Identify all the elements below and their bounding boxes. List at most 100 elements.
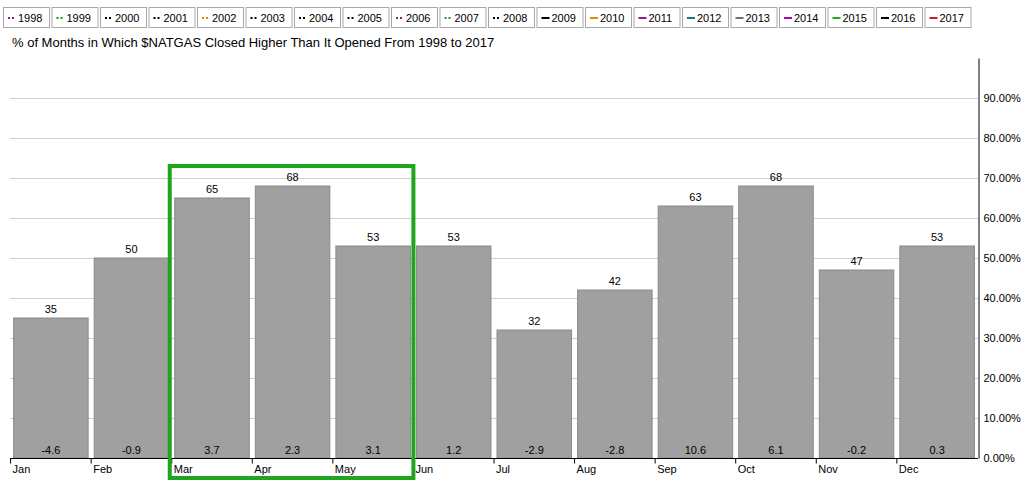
- legend-box: [925, 8, 971, 28]
- y-axis: 0.00% 10.00% 20.00% 30.00% 40.00% 50.00% 60.00…: [979, 59, 1022, 465]
- legend-box: [392, 8, 438, 28]
- avg-change-label: -2.8: [605, 444, 624, 456]
- legend-box: [246, 8, 292, 28]
- bar: [658, 206, 733, 458]
- bar: [94, 258, 169, 458]
- legend-item: 2012: [683, 8, 729, 28]
- data-label: 53: [367, 231, 379, 243]
- bar: [14, 318, 89, 458]
- x-tick: Dec: [897, 459, 919, 476]
- legend-item: 2015: [828, 8, 874, 28]
- x-tick-mark: [816, 459, 817, 464]
- y-tick: 20.00%: [979, 372, 1022, 384]
- legend-item: 2016: [877, 8, 923, 28]
- x-tick-label: Aug: [577, 463, 597, 475]
- x-tick-label: Mar: [174, 463, 193, 475]
- y-tick: 60.00%: [979, 212, 1022, 224]
- grid-line: [10, 98, 978, 99]
- legend-label: 2010: [600, 12, 624, 24]
- y-tick: 50.00%: [979, 252, 1022, 264]
- data-label: 32: [528, 315, 540, 327]
- data-label: 47: [850, 255, 862, 267]
- x-tick: May: [333, 459, 356, 476]
- bar: [416, 246, 491, 458]
- legend-item: 2009: [537, 8, 583, 28]
- legend-label: 1999: [67, 12, 91, 24]
- legend-swatch: [639, 17, 647, 19]
- legend-label: 2008: [503, 12, 527, 24]
- legend-box: [828, 8, 874, 28]
- x-tick-mark: [252, 459, 253, 464]
- x-tick: Apr: [252, 459, 271, 476]
- legend-swatch: [299, 17, 307, 19]
- y-tick-label: 30.00%: [984, 332, 1022, 344]
- legend-label: 2006: [406, 12, 430, 24]
- x-tick: Feb: [91, 459, 112, 476]
- legend-swatch: [348, 17, 356, 19]
- grid-line: [10, 218, 978, 219]
- x-tick: Jan: [11, 459, 31, 476]
- x-axis: JanFebMarAprMayJunJulAugSepOctNovDec: [10, 459, 978, 476]
- legend-box: [149, 8, 195, 28]
- data-label: 42: [609, 275, 621, 287]
- data-label: 35: [45, 303, 57, 315]
- avg-change-label: 3.1: [365, 444, 380, 456]
- legend-item: 2005: [343, 8, 389, 28]
- y-tick: 30.00%: [979, 332, 1022, 344]
- legend-label: 2007: [455, 12, 479, 24]
- x-tick-mark: [896, 459, 897, 464]
- x-tick-label: Dec: [899, 463, 919, 475]
- x-tick: Jun: [413, 459, 433, 476]
- y-tick: 80.00%: [979, 132, 1022, 144]
- legend-swatch: [202, 17, 210, 19]
- avg-change-label: 10.6: [685, 444, 706, 456]
- legend-label: 2004: [309, 12, 333, 24]
- avg-change-label: 0.3: [929, 444, 944, 456]
- data-label: 53: [931, 231, 943, 243]
- y-tick-label: 80.00%: [984, 132, 1022, 144]
- data-label: 63: [689, 191, 701, 203]
- y-tick-label: 40.00%: [984, 292, 1022, 304]
- x-tick-label: Sep: [657, 463, 677, 475]
- legend-item: 2014: [780, 8, 826, 28]
- legend-swatch: [736, 17, 744, 19]
- y-tick: 0.00%: [979, 452, 1015, 464]
- legend-item: 1998: [4, 8, 50, 28]
- legend-swatch: [881, 17, 889, 19]
- y-tick: 70.00%: [979, 172, 1022, 184]
- avg-change-label: 6.1: [768, 444, 783, 456]
- legend-swatch: [251, 17, 259, 19]
- x-tick-label: Feb: [93, 463, 112, 475]
- legend-item: 2001: [149, 8, 195, 28]
- legend-box: [343, 8, 389, 28]
- legend-label: 2002: [212, 12, 236, 24]
- legend-box: [4, 8, 50, 28]
- x-tick-label: May: [335, 463, 356, 475]
- legend-item: 2006: [392, 8, 438, 28]
- bar: [578, 290, 653, 458]
- avg-change-label: 3.7: [204, 444, 219, 456]
- x-tick: Nov: [816, 459, 838, 476]
- x-tick-mark: [91, 459, 92, 464]
- data-label: 50: [125, 243, 137, 255]
- bar: [819, 270, 894, 458]
- x-tick-mark: [574, 459, 575, 464]
- legend-item: 2002: [198, 8, 244, 28]
- highlight-box: [170, 166, 414, 478]
- data-labels: 355065685353324263684753-4.6-0.93.72.33.…: [41, 171, 944, 456]
- legend-swatch: [105, 17, 113, 19]
- y-tick: 40.00%: [979, 292, 1022, 304]
- y-tick-label: 60.00%: [984, 212, 1022, 224]
- legend-swatch: [542, 17, 550, 19]
- legend-box: [52, 8, 98, 28]
- x-tick-label: Apr: [254, 463, 271, 475]
- y-tick-label: 10.00%: [984, 412, 1022, 424]
- legend-label: 2015: [843, 12, 867, 24]
- legend-swatch: [396, 17, 404, 19]
- data-label: 68: [286, 171, 298, 183]
- data-label: 68: [770, 171, 782, 183]
- x-tick-label: Nov: [818, 463, 838, 475]
- legend-swatch: [154, 17, 162, 19]
- legend-box: [101, 8, 147, 28]
- legend-swatch: [8, 17, 16, 19]
